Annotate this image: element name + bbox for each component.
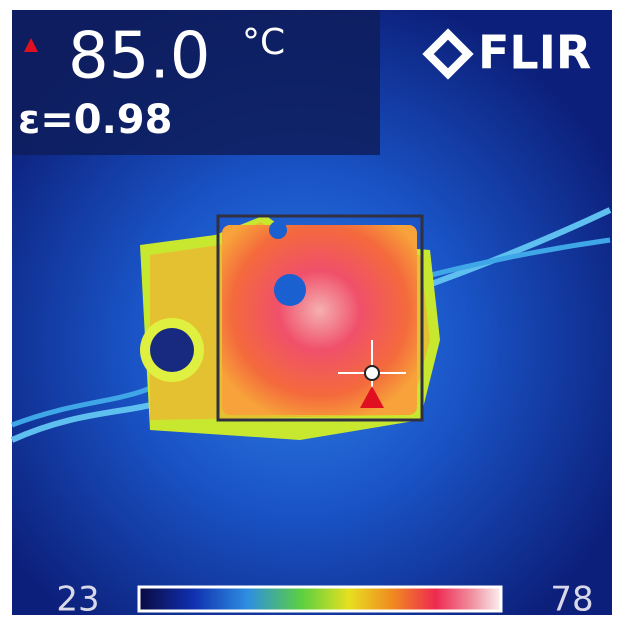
page: 85.0 °C ε=0.98 FLIR 23 78 (() => { const… xyxy=(0,0,621,626)
crosshair-center xyxy=(365,366,379,380)
scale-max: 78 xyxy=(550,580,593,620)
connector-hole xyxy=(150,328,194,372)
temperature: 85.0 xyxy=(68,20,211,94)
mounting-hole xyxy=(274,274,306,306)
emissivity: ε=0.98 xyxy=(18,97,172,143)
brand: FLIR xyxy=(478,26,591,80)
object-hot xyxy=(222,225,417,415)
color-scale xyxy=(139,587,501,611)
scale-min: 23 xyxy=(56,580,99,620)
mounting-hole xyxy=(269,221,287,239)
temperature-unit: °C xyxy=(242,22,285,63)
thermal-view: 85.0 °C ε=0.98 FLIR 23 78 xyxy=(0,0,621,626)
